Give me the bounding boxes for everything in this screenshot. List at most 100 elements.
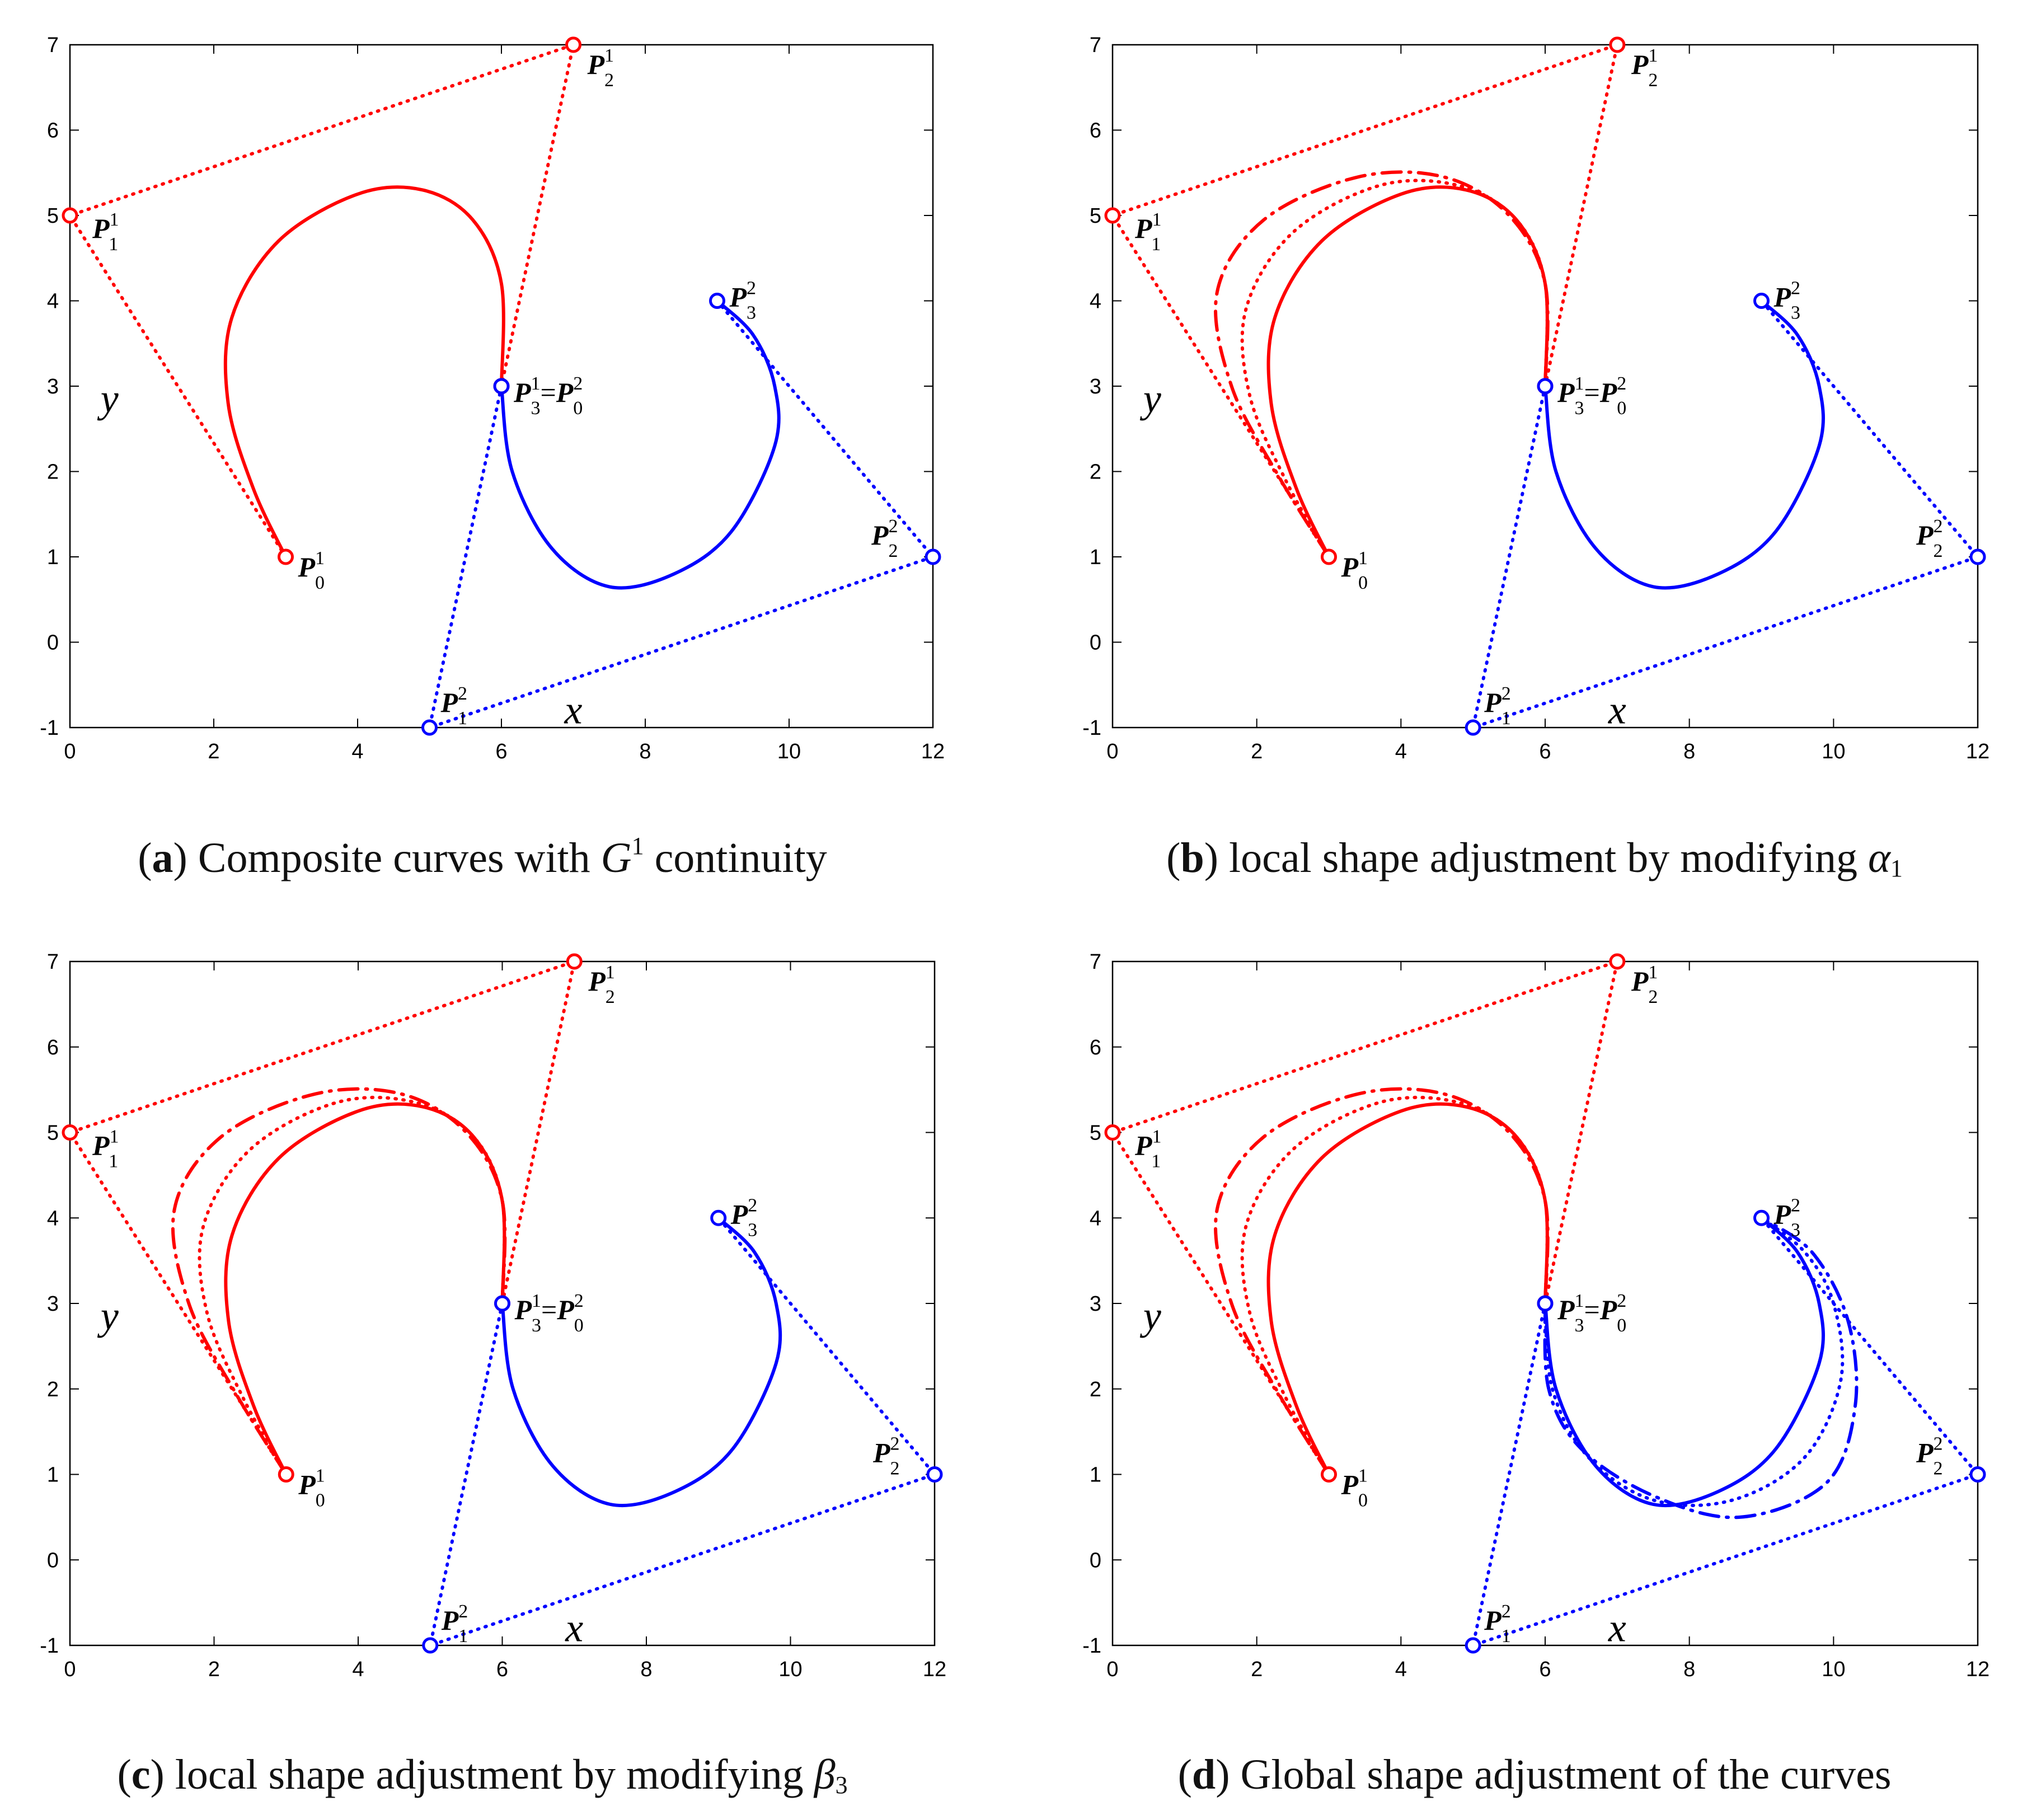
point-label-superscript: 2 <box>1502 683 1511 704</box>
control-point-marker-blue <box>493 378 510 395</box>
control-point-marker-blue <box>1465 1637 1481 1654</box>
point-label: P2 1 <box>1484 683 1511 729</box>
point-label-subscript: 3 <box>1791 303 1800 323</box>
x-tick-label: 10 <box>1822 1658 1845 1681</box>
x-axis-label: x <box>564 687 583 732</box>
caption-text: local shape adjustment by modifying <box>1229 834 1857 881</box>
point-label: P1 3=P2 0 <box>1557 1291 1626 1336</box>
caption-c: (c) local shape adjustment by modifying … <box>117 1751 848 1799</box>
point-label-subscript: 0 <box>315 573 325 593</box>
control-point-marker-blue <box>1753 293 1770 309</box>
point-label-superscript: 1 <box>1575 1291 1584 1311</box>
point-label-letter: P <box>1341 1469 1359 1500</box>
x-tick-label: 6 <box>1539 1658 1551 1681</box>
point-label-equals: = <box>1584 377 1600 408</box>
point-label-letter: P <box>440 687 458 718</box>
point-label-superscript: 2 <box>889 516 898 537</box>
point-label: P1 1 <box>92 1127 118 1172</box>
point-label: P2 1 <box>441 1601 468 1647</box>
x-tick-label: 6 <box>1539 740 1551 763</box>
point-label-subscript: 2 <box>606 987 615 1007</box>
point-label-letter: P <box>588 965 606 997</box>
point-label-superscript: 1 <box>1358 1466 1368 1486</box>
control-point-marker-red <box>1609 953 1626 970</box>
point-label-letter: P <box>1916 519 1934 551</box>
control-point-marker-red <box>566 953 583 970</box>
curve-red-dashdot <box>1214 170 1550 559</box>
x-tick-label: 2 <box>208 740 219 763</box>
point-label-subscript: 0 <box>573 398 583 419</box>
point-label-letter: P <box>1134 213 1152 244</box>
point-label-subscript: 3 <box>1575 1315 1584 1336</box>
point-label: P1 1 <box>1134 1127 1161 1172</box>
y-axis-label: y <box>1139 376 1161 421</box>
point-label-subscript: 0 <box>1617 398 1626 419</box>
point-label-equals: = <box>541 377 556 408</box>
y-tick-label: 2 <box>1090 461 1101 484</box>
y-tick-label: 0 <box>1090 1549 1101 1572</box>
curve-red-dashdot <box>1214 1087 1550 1476</box>
y-tick-label: 3 <box>1090 1292 1101 1316</box>
point-label-letter: P <box>513 377 531 408</box>
point-label-superscript: 1 <box>1575 373 1584 394</box>
point-label: P2 3 <box>1773 278 1801 323</box>
x-tick-label: 10 <box>1822 740 1845 763</box>
point-label-subscript: 0 <box>316 1490 325 1511</box>
control-polygon-blue <box>1471 299 1981 730</box>
point-label-subscript: 3 <box>531 398 541 419</box>
caption-letter: c <box>131 1751 151 1798</box>
control-point-marker-red <box>1321 548 1337 565</box>
point-label-superscript: 1 <box>1358 548 1368 569</box>
curve-red-dotted <box>1240 179 1549 559</box>
y-tick-label: -1 <box>1082 716 1101 740</box>
y-tick-label: 7 <box>47 34 59 57</box>
point-label-letter: P <box>1599 1294 1617 1325</box>
point-label-letter: P <box>1557 1294 1575 1325</box>
caption-rest: continuity <box>644 834 827 881</box>
x-tick-label: 8 <box>640 1658 652 1681</box>
caption-symbol: α <box>1868 834 1890 881</box>
y-tick-label: 4 <box>47 290 59 313</box>
x-tick-label: 0 <box>64 1658 76 1681</box>
y-tick-label: 5 <box>1090 204 1101 228</box>
point-label: P1 2 <box>1631 962 1658 1007</box>
point-label-subscript: 0 <box>1358 573 1368 593</box>
control-point-marker-red <box>1104 1124 1121 1141</box>
point-label-equals: = <box>1584 1294 1600 1325</box>
y-tick-label: -1 <box>40 1634 59 1658</box>
point-label: P2 2 <box>871 516 898 561</box>
point-label-letter: P <box>1916 1437 1934 1469</box>
curve-red-dashdot <box>171 1087 507 1476</box>
point-label-subscript: 2 <box>1934 541 1943 561</box>
point-label-letter: P <box>1341 551 1359 583</box>
y-tick-label: 1 <box>47 546 59 569</box>
y-tick-label: 3 <box>47 375 59 398</box>
y-tick-label: 5 <box>47 204 59 228</box>
x-tick-label: 12 <box>1966 1658 1990 1681</box>
control-point-marker-red <box>1104 207 1121 224</box>
y-tick-label: 3 <box>1090 375 1101 398</box>
x-axis-label: x <box>1608 687 1626 732</box>
x-tick-label: 8 <box>639 740 651 763</box>
curve-red-solid <box>223 185 505 559</box>
control-point-marker-blue <box>1753 1209 1770 1226</box>
point-label-letter: P <box>298 1469 316 1500</box>
point-label-subscript: 2 <box>889 541 898 561</box>
point-label-letter: P <box>92 1130 110 1161</box>
point-label-letter: P <box>871 519 889 551</box>
curve-blue-solid <box>1543 1216 1825 1508</box>
point-label-letter: P <box>514 1294 532 1325</box>
point-label-superscript: 2 <box>747 278 756 299</box>
y-tick-label: 6 <box>47 119 59 143</box>
x-tick-label: 0 <box>1106 1658 1118 1681</box>
x-tick-label: 2 <box>1251 740 1263 763</box>
point-label-superscript: 2 <box>1791 278 1800 299</box>
point-label: P1 1 <box>92 209 118 255</box>
y-tick-label: 1 <box>1090 1463 1101 1487</box>
point-label-letter: P <box>1484 1605 1502 1636</box>
caption-letter: a <box>152 834 173 881</box>
curve-red-solid <box>224 1102 506 1476</box>
